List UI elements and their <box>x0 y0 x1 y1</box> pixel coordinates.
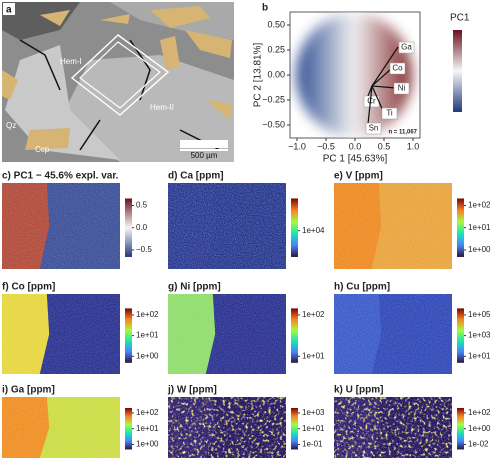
map-title: c) PC1 − 45.6% expl. var. <box>2 171 119 182</box>
colorbar-tick-label: 1e+02 <box>468 201 491 210</box>
x-axis-label: PC 1 [45.63%] <box>323 154 388 165</box>
map-noise <box>168 397 286 458</box>
scale-bar-label: 500 µm <box>191 151 218 160</box>
loading-arrow <box>371 85 397 89</box>
colorbar-tick-label: 1e+02 <box>302 310 325 319</box>
map-title: e) V [ppm] <box>334 171 383 182</box>
x-tick-label: 1.0 <box>407 141 420 151</box>
map-title: i) Ga [ppm] <box>2 385 55 396</box>
colorbar-tick-label: 1e-01 <box>302 440 323 449</box>
y-tick-label: −0.25 <box>262 94 285 104</box>
panel-label: b <box>262 3 268 14</box>
y-tick-label: −0.50 <box>262 119 285 129</box>
colorbar <box>291 308 298 363</box>
colorbar <box>457 198 464 257</box>
loading-box <box>389 62 406 75</box>
colorbar-tick-label: 1e+02 <box>136 310 159 319</box>
colorbar <box>457 407 464 450</box>
colorbar-tick-label: 1e+01 <box>136 331 159 340</box>
colorbar-title: PC1 <box>450 13 470 24</box>
map-title: g) Ni [ppm] <box>168 282 221 293</box>
colorbar-tick-label: 1e+00 <box>136 440 159 449</box>
y-axis-label: PC 2 [13.81%] <box>253 43 264 108</box>
map-title: f) Co [ppm] <box>2 282 55 293</box>
colorbar-tick-label: −0.5 <box>136 245 152 254</box>
colorbar-tick-label: 0.5 <box>136 201 148 210</box>
colorbar-tick-label: 1e+01 <box>302 351 325 360</box>
colorbar <box>457 308 464 363</box>
colorbar <box>291 407 298 450</box>
map-noise <box>2 397 120 458</box>
panel-label: a <box>6 5 12 16</box>
loading-box <box>381 107 398 120</box>
loading-label: Sn <box>369 124 379 133</box>
panel-label-box <box>3 3 15 15</box>
biplot <box>289 11 462 139</box>
colorbar-tick-label: 0.0 <box>136 223 148 232</box>
annotation: Hem-II <box>150 103 174 112</box>
loading-label: Co <box>392 64 403 73</box>
micrograph <box>2 2 234 162</box>
loading-arrow <box>371 46 399 87</box>
loading-box <box>365 122 382 135</box>
loading-label: Ti <box>386 109 393 118</box>
loading-arrow <box>367 85 373 125</box>
annotation: Qz <box>6 121 16 130</box>
map-noise <box>168 183 286 269</box>
x-tick-label: −0.5 <box>317 141 335 151</box>
annotation: Hem-I <box>60 57 82 66</box>
map-noise <box>334 183 452 269</box>
y-tick-label: 0.25 <box>267 44 285 54</box>
map-title: k) U [ppm] <box>334 385 383 396</box>
map-noise <box>334 294 452 374</box>
map-noise <box>168 294 286 374</box>
colorbar-tick-label: 1e+02 <box>136 408 159 417</box>
colorbar <box>125 407 132 450</box>
x-tick-label: 0.5 <box>378 141 391 151</box>
x-tick-label: 0.0 <box>349 141 362 151</box>
colorbar <box>125 198 132 257</box>
loading-box <box>398 41 415 54</box>
colorbar <box>291 198 298 257</box>
map-title: h) Cu [ppm] <box>334 282 390 293</box>
colorbar-tick-label: 1e+03 <box>302 408 325 417</box>
loading-arrow <box>371 67 393 87</box>
loading-label: Ga <box>401 43 412 52</box>
colorbar-tick-label: 1e+00 <box>468 424 491 433</box>
colorbar-tick-label: 1e+01 <box>136 424 159 433</box>
colorbar-tick-label: 1e+00 <box>136 351 159 360</box>
map-title: d) Ca [ppm] <box>168 171 224 182</box>
colorbar <box>125 308 132 363</box>
y-tick-label: 0.00 <box>267 69 285 79</box>
map-noise <box>334 397 452 458</box>
map-noise <box>2 294 120 374</box>
loading-label: Ni <box>398 84 406 93</box>
y-tick-label: 0.50 <box>267 19 285 29</box>
loading-box <box>393 82 410 95</box>
loading-label: Cr <box>367 97 376 106</box>
map-noise <box>2 183 120 269</box>
colorbar-tick-label: 1e+02 <box>468 408 491 417</box>
annotation: Ccp <box>35 145 50 154</box>
colorbar-tick-label: 1e+00 <box>468 245 491 254</box>
colorbar-tick-label: 1e+05 <box>468 310 491 319</box>
x-tick-label: −1.0 <box>288 141 306 151</box>
colorbar-tick-label: 1e+04 <box>302 226 325 235</box>
colorbar-tick-label: 1e-02 <box>468 440 489 449</box>
colorbar-tick-label: 1e+01 <box>468 351 491 360</box>
map-title: j) W [ppm] <box>167 385 217 396</box>
sample-count: n = 11,067 <box>388 130 417 136</box>
colorbar-tick-label: 1e+03 <box>468 331 491 340</box>
colorbar-tick-label: 1e+01 <box>302 424 325 433</box>
colorbar-tick-label: 1e+01 <box>468 223 491 232</box>
